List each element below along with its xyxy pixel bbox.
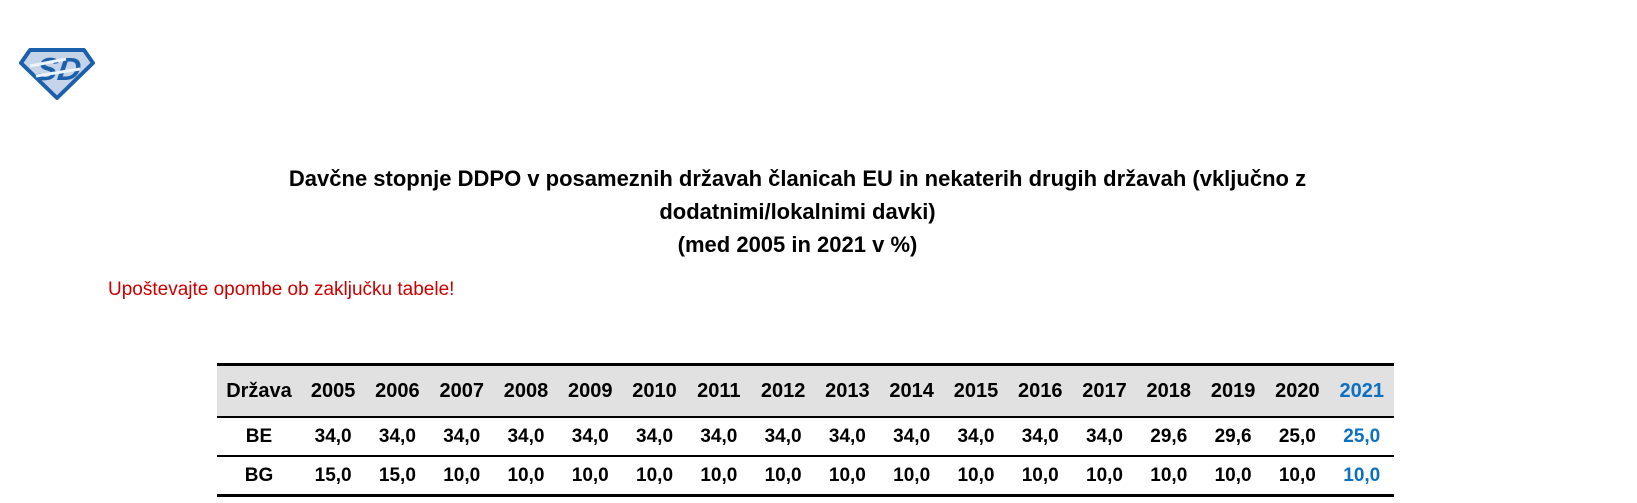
tax-rate-cell: 29,6 [1136,417,1201,457]
tax-rate-cell: 34,0 [365,417,430,457]
tax-rate-cell: 34,0 [815,417,880,457]
tax-rate-cell: 34,0 [1072,417,1137,457]
tax-rate-cell: 10,0 [558,456,623,496]
tax-rate-cell: 34,0 [622,417,687,457]
page-title: Davčne stopnje DDPO v posameznih državah… [175,162,1420,261]
column-header-2011: 2011 [686,364,751,418]
tax-rate-cell: 34,0 [686,417,751,457]
logo-streak-icon [35,67,81,78]
tax-rate-cell: 10,0 [750,456,816,496]
column-header-2021: 2021 [1329,364,1394,418]
tax-rate-cell: 10,0 [879,456,944,496]
column-header-2010: 2010 [622,364,687,418]
tax-rate-cell: 34,0 [301,417,366,457]
tax-rate-cell: 10,0 [1265,456,1330,496]
column-header-država: Država [217,364,301,418]
column-header-2016: 2016 [1008,364,1073,418]
tax-rate-cell: 10,0 [943,456,1009,496]
country-code-cell: BE [217,417,301,457]
column-header-2019: 2019 [1200,364,1266,418]
tax-rate-cell: 10,0 [1200,456,1266,496]
tax-table-head-row: Država 2005 2006 2007 2008 2009 2010 2011 2012 20… [217,364,1394,418]
tax-rate-cell: 10,0 [1008,456,1073,496]
column-header-2008: 2008 [493,364,559,418]
tax-rate-cell: 34,0 [493,417,559,457]
tax-rate-cell: 25,0 [1329,417,1394,457]
sd-diamond-logo: SD [19,48,95,100]
country-code-cell: BG [217,456,301,496]
column-header-2018: 2018 [1136,364,1201,418]
page-title-line-2: dodatnimi/lokalnimi davki) [659,199,936,224]
page-title-line-3: (med 2005 in 2021 v %) [677,232,918,257]
tax-rate-cell: 15,0 [301,456,366,496]
tax-rate-cell: 10,0 [815,456,880,496]
tax-rate-cell: 34,0 [1008,417,1073,457]
tax-table-body: BE 34,0 34,0 34,0 34,0 34,0 34,0 34,0 34,0 34,0 34… [217,417,1394,496]
tax-rate-cell: 34,0 [558,417,623,457]
tax-rate-cell: 10,0 [1329,456,1394,496]
column-header-2020: 2020 [1265,364,1330,418]
column-header-2007: 2007 [429,364,494,418]
column-header-2013: 2013 [815,364,880,418]
tax-rate-cell: 34,0 [943,417,1009,457]
tax-rate-cell: 34,0 [429,417,494,457]
tax-rate-cell: 29,6 [1200,417,1266,457]
column-header-2012: 2012 [750,364,816,418]
logo-streak-icon [29,57,67,68]
tax-rate-cell: 10,0 [1136,456,1201,496]
tax-rate-cell: 34,0 [879,417,944,457]
tax-rate-cell: 10,0 [493,456,559,496]
column-header-2006: 2006 [365,364,430,418]
tax-rate-cell: 15,0 [365,456,430,496]
table-row-bg: BG 15,0 15,0 10,0 10,0 10,0 10,0 10,0 10,0 10,0 10… [217,456,1394,496]
column-header-2015: 2015 [943,364,1009,418]
page-title-line-1: Davčne stopnje DDPO v posameznih državah… [288,166,1307,191]
column-header-2017: 2017 [1072,364,1137,418]
tax-rate-cell: 10,0 [1072,456,1137,496]
tax-rate-cell: 10,0 [622,456,687,496]
tax-rate-cell: 34,0 [750,417,816,457]
tax-rates-table: Država 2005 2006 2007 2008 2009 2010 2011 2012 20… [217,363,1394,497]
tax-rate-cell: 10,0 [686,456,751,496]
tax-rate-cell: 10,0 [429,456,494,496]
tax-rate-cell: 25,0 [1265,417,1330,457]
column-header-2005: 2005 [301,364,366,418]
column-header-2014: 2014 [879,364,944,418]
column-header-2009: 2009 [558,364,623,418]
tax-rates-table-container: Država 2005 2006 2007 2008 2009 2010 2011 2012 20… [217,363,1394,497]
table-row-be: BE 34,0 34,0 34,0 34,0 34,0 34,0 34,0 34,0 34,0 34… [217,417,1394,457]
notes-warning-text: Upoštevajte opombe ob zaključku tabele! [108,279,455,300]
